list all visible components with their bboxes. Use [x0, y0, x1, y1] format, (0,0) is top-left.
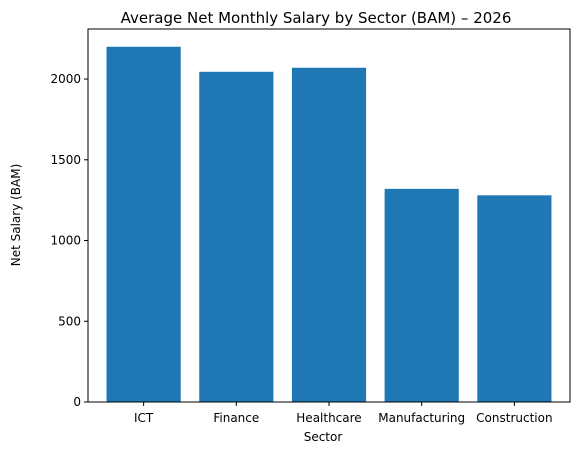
x-tick-label-ict: ICT	[134, 411, 154, 425]
bar-finance	[199, 71, 274, 403]
x-tick-label-manufacturing: Manufacturing	[378, 411, 465, 425]
y-tick-label: 1000	[50, 234, 81, 248]
y-tick-label: 2000	[50, 72, 81, 86]
bar-construction	[477, 195, 552, 402]
chart-title: Average Net Monthly Salary by Sector (BA…	[121, 9, 512, 27]
x-axis-label: Sector	[304, 430, 343, 444]
y-axis-label: Net Salary (BAM)	[9, 164, 23, 267]
x-axis-ticks: ICT Finance Healthcare Manufacturing Constru…	[134, 402, 553, 425]
y-tick-label: 500	[58, 314, 81, 328]
plot-frame	[87, 28, 571, 403]
y-tick-label: 1500	[50, 153, 81, 167]
y-tick-label: 0	[73, 395, 81, 409]
x-tick-label-healthcare: Healthcare	[296, 411, 361, 425]
bar-ict	[106, 46, 181, 403]
x-tick-label-construction: Construction	[476, 411, 552, 425]
bar-manufacturing	[384, 188, 459, 402]
bar-healthcare	[291, 67, 367, 403]
bars-group	[106, 46, 552, 403]
x-tick-label-finance: Finance	[213, 411, 259, 425]
y-axis-ticks: 0 500 1000 1500 2000	[50, 72, 88, 409]
